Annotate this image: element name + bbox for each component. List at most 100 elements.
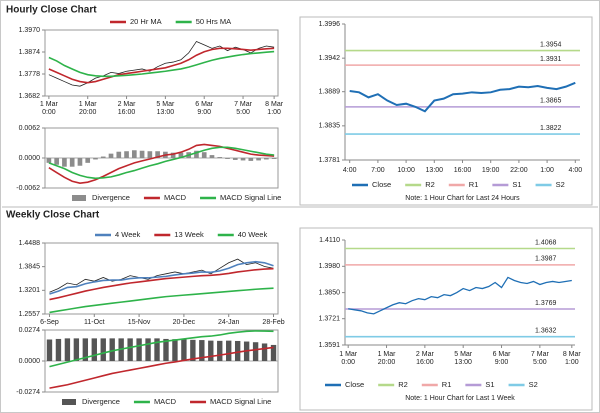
y-tick-label: 0.0000 [19, 155, 41, 162]
bar [264, 158, 269, 160]
x-tick-label: 6 Mar [493, 351, 512, 358]
x-tick-label: 20:00 [378, 359, 396, 366]
y-tick-label: 1.3845 [19, 263, 41, 270]
x-tick-label: 9:00 [495, 359, 509, 366]
x-tick-label: 0:00 [341, 359, 355, 366]
bar [178, 152, 184, 158]
bar [46, 158, 52, 163]
y-tick-label: 1.3835 [319, 123, 341, 130]
series-line [49, 258, 274, 293]
series-line [349, 81, 576, 113]
x-tick-label: 10:00 [397, 167, 415, 174]
bar [154, 338, 160, 361]
y-tick-label: 1.3850 [319, 289, 341, 296]
bar [55, 338, 62, 361]
bar [77, 158, 83, 166]
bar [234, 340, 241, 361]
bar [108, 153, 114, 158]
bar [217, 157, 223, 158]
x-tick-label: 7:00 [371, 167, 385, 174]
bar [194, 150, 199, 158]
x-tick-label: 20:00 [79, 109, 97, 116]
level-label: 1.3931 [540, 56, 562, 63]
bar [270, 344, 277, 361]
legend-label: S1 [512, 180, 521, 189]
x-tick-label: 9:00 [197, 109, 211, 116]
bar [172, 339, 178, 361]
bar [82, 338, 89, 361]
bar [100, 338, 106, 361]
series-line [49, 330, 274, 368]
y-tick-label: 0.0000 [19, 358, 41, 365]
chart-note: Note: 1 Hour Chart for Last 24 Hours [405, 195, 520, 202]
level-label: 1.3865 [540, 98, 562, 105]
bar [64, 338, 71, 361]
x-tick-label: 16:00 [118, 109, 136, 116]
bar [131, 150, 137, 158]
legend-label: MACD [154, 397, 177, 406]
bar [93, 158, 98, 160]
level-label: 1.3822 [540, 125, 562, 132]
chart-note: Note: 1 Hour Chart for Last 1 Week [405, 395, 515, 402]
bar [271, 158, 277, 159]
bar [240, 158, 246, 161]
y-tick-label: 1.3980 [319, 263, 341, 270]
legend-label: S2 [529, 380, 538, 389]
bar [181, 339, 187, 361]
x-tick-label: 16:00 [416, 359, 434, 366]
legend-label: R2 [425, 180, 435, 189]
series-line [48, 143, 275, 184]
bar [170, 152, 176, 158]
x-tick-label: 7 Mar [531, 351, 550, 358]
x-tick-label: 6-Sep [40, 319, 59, 326]
bar [139, 150, 145, 158]
legend-label: Divergence [82, 397, 120, 406]
bar [201, 152, 207, 158]
bar [209, 155, 215, 158]
x-tick-label: 1:00 [267, 109, 281, 116]
legend-label: MACD [164, 193, 187, 202]
legend-label: S2 [556, 180, 565, 189]
legend-label: R2 [398, 380, 408, 389]
bar [232, 158, 238, 160]
section-heading: Weekly Close Chart [6, 210, 100, 221]
y-tick-label: 1.3996 [319, 21, 341, 28]
x-tick-label: 0:00 [42, 109, 56, 116]
legend-label: S1 [485, 380, 494, 389]
bar [145, 338, 151, 361]
series-line [49, 267, 274, 301]
y-tick-label: 1.3874 [19, 49, 41, 56]
x-tick-label: 1 Mar [339, 351, 358, 358]
legend-label: MACD Signal Line [210, 397, 271, 406]
x-tick-label: 5:00 [533, 359, 547, 366]
panel-border [299, 16, 593, 206]
x-tick-label: 20-Dec [173, 319, 196, 326]
series-line [48, 50, 275, 78]
x-tick-label: 2 Mar [416, 351, 435, 358]
y-tick-label: 1.3970 [19, 27, 41, 34]
x-tick-label: 4:00 [343, 167, 357, 174]
bar [73, 338, 80, 361]
legend-swatch [62, 399, 76, 405]
legend-swatch [72, 195, 86, 201]
legend-label: 4 Week [115, 230, 141, 239]
x-tick-label: 11-Oct [84, 319, 105, 326]
series-line [49, 287, 274, 314]
bar [226, 340, 232, 361]
bar [248, 158, 254, 161]
x-tick-label: 8 Mar [563, 351, 582, 358]
legend-label: 20 Hr MA [130, 17, 162, 26]
bar [252, 342, 259, 361]
x-tick-label: 24-Jan [218, 319, 240, 326]
panel-border [299, 227, 593, 411]
bar [163, 338, 169, 361]
legend-label: 40 Week [238, 230, 268, 239]
x-tick-label: 22:00 [510, 167, 528, 174]
series-line [48, 40, 275, 87]
series-line [49, 346, 274, 389]
legend-label: 13 Week [174, 230, 204, 239]
legend-label: MACD Signal Line [220, 193, 281, 202]
y-tick-label: -0.0274 [16, 389, 40, 396]
bar [69, 158, 75, 167]
